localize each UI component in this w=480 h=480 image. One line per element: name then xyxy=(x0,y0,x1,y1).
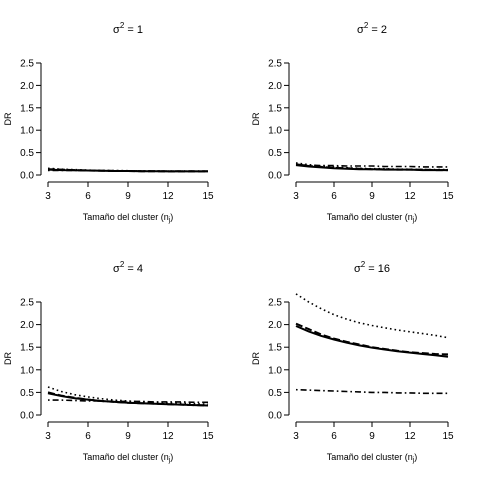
x-axis-title-end: ) xyxy=(414,452,417,462)
panel-title-sup: 2 xyxy=(120,21,125,30)
y-tick-label: 0.0 xyxy=(20,171,34,182)
panel-title-rest: = 16 xyxy=(365,263,390,275)
panel-title: σ2 = 2 xyxy=(357,21,387,36)
x-axis-title-sub: j xyxy=(168,457,171,464)
panel-title: σ2 = 16 xyxy=(354,260,390,275)
series-line-dashed xyxy=(295,322,449,356)
y-axis-title: DR xyxy=(3,352,13,365)
x-tick-label: 15 xyxy=(202,431,214,442)
series-line-dashed xyxy=(47,168,208,173)
series-line-dotted xyxy=(295,293,449,339)
panel-title-base: σ xyxy=(113,24,120,36)
series-line-dashed xyxy=(47,391,209,407)
y-tick-label: 2.5 xyxy=(20,59,34,70)
panel-title-sup: 2 xyxy=(361,260,366,269)
x-axis-title-sub: j xyxy=(168,217,171,224)
series-line-dotdash xyxy=(296,164,448,168)
y-axis-title: DR xyxy=(251,112,261,125)
x-axis-title-sub: j xyxy=(412,217,415,224)
x-axis-title-main: Tamaño del cluster (n xyxy=(83,452,169,462)
x-tick-label: 9 xyxy=(369,191,375,202)
y-tick-label: 1.5 xyxy=(268,103,282,114)
x-tick-label: 12 xyxy=(404,431,416,442)
x-axis-title: Tamaño del cluster (nj) xyxy=(83,452,174,464)
y-tick-label: 2.0 xyxy=(268,320,282,331)
panel-title-base: σ xyxy=(357,24,364,36)
x-axis-title-end: ) xyxy=(170,452,173,462)
x-tick-label: 12 xyxy=(404,191,416,202)
y-tick-label: 0.0 xyxy=(20,411,34,422)
series-line-dashed xyxy=(295,163,448,172)
y-tick-label: 2.5 xyxy=(268,59,282,70)
x-tick-label: 15 xyxy=(202,191,214,202)
x-tick-label: 9 xyxy=(125,191,131,202)
x-axis-title-end: ) xyxy=(414,212,417,222)
y-axis-title: DR xyxy=(3,112,13,125)
x-tick-label: 3 xyxy=(45,191,51,202)
y-tick-label: 1.0 xyxy=(20,126,34,137)
panel-title: σ2 = 4 xyxy=(113,260,143,275)
panel-title-rest: = 1 xyxy=(124,24,143,36)
y-tick-label: 2.0 xyxy=(20,81,34,92)
panel-title-base: σ xyxy=(113,263,120,275)
x-tick-label: 9 xyxy=(369,431,375,442)
x-tick-label: 6 xyxy=(331,191,337,202)
x-tick-label: 6 xyxy=(85,431,91,442)
y-tick-label: 2.0 xyxy=(20,320,34,331)
x-tick-label: 6 xyxy=(331,431,337,442)
y-tick-label: 0.5 xyxy=(20,388,34,399)
y-tick-label: 2.5 xyxy=(268,298,282,309)
y-tick-label: 0.0 xyxy=(268,171,282,182)
y-tick-label: 1.5 xyxy=(20,343,34,354)
y-tick-label: 0.0 xyxy=(268,411,282,422)
x-tick-label: 15 xyxy=(442,191,454,202)
x-axis-title: Tamaño del cluster (nj) xyxy=(327,212,418,224)
series-line-dotted xyxy=(47,386,209,405)
y-axis-title: DR xyxy=(251,352,261,365)
panel-3: σ2 = 4 0.0 0.5 1.0 1.5 2.0 2.5 3 6 9 12 15 DR Tamaño … xyxy=(3,260,214,464)
x-tick-label: 3 xyxy=(293,431,299,442)
panel-1: σ2 = 1 0.0 0.5 1.0 1.5 2.0 2.5 3 6 9 12 15 DR Tamaño … xyxy=(3,21,214,224)
y-tick-label: 1.5 xyxy=(268,343,282,354)
x-tick-label: 3 xyxy=(45,431,51,442)
x-axis-title-main: Tamaño del cluster (n xyxy=(83,212,169,222)
y-tick-label: 0.5 xyxy=(20,148,34,159)
y-tick-label: 1.0 xyxy=(268,126,282,137)
y-tick-label: 0.5 xyxy=(268,388,282,399)
y-tick-label: 1.0 xyxy=(20,365,34,376)
panel-title-rest: = 2 xyxy=(368,24,387,36)
x-tick-label: 15 xyxy=(442,431,454,442)
panel-title-rest: = 4 xyxy=(124,263,143,275)
panel-title-sup: 2 xyxy=(364,21,369,30)
panel-title-base: σ xyxy=(354,263,361,275)
x-axis-title-main: Tamaño del cluster (n xyxy=(327,212,413,222)
x-tick-label: 9 xyxy=(125,431,131,442)
panel-title-sup: 2 xyxy=(120,260,125,269)
y-tick-label: 0.5 xyxy=(268,148,282,159)
x-tick-label: 3 xyxy=(293,191,299,202)
panel-2: σ2 = 2 0.0 0.5 1.0 1.5 2.0 2.5 3 6 9 12 15 DR Tamaño … xyxy=(251,21,454,224)
series-line-dotdash xyxy=(295,388,448,395)
y-tick-label: 1.0 xyxy=(268,365,282,376)
x-axis-title-main: Tamaño del cluster (n xyxy=(327,452,413,462)
y-tick-label: 2.0 xyxy=(268,81,282,92)
x-axis-title-end: ) xyxy=(170,212,173,222)
x-axis-title: Tamaño del cluster (nj) xyxy=(327,452,418,464)
y-tick-label: 2.5 xyxy=(20,298,34,309)
panel-title: σ2 = 1 xyxy=(113,21,143,36)
y-tick-label: 1.5 xyxy=(20,103,34,114)
x-axis-title: Tamaño del cluster (nj) xyxy=(83,212,174,224)
x-tick-label: 6 xyxy=(85,191,91,202)
x-tick-label: 12 xyxy=(162,191,174,202)
panel-4: σ2 = 16 0.0 0.5 1.0 1.5 2.0 2.5 3 6 9 12 15 DR Tamaño… xyxy=(251,260,454,464)
x-tick-label: 12 xyxy=(162,431,174,442)
x-axis-title-sub: j xyxy=(412,457,415,464)
